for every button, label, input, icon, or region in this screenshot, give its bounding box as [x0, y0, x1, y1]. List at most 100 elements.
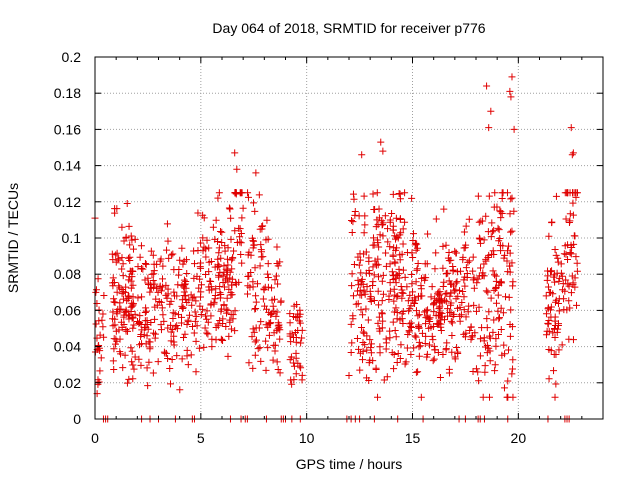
data-point	[547, 303, 555, 311]
data-point	[430, 355, 438, 363]
data-point	[424, 230, 432, 238]
data-point	[174, 281, 182, 289]
data-point	[492, 285, 500, 293]
data-point	[414, 312, 422, 320]
data-point	[386, 260, 394, 268]
data-point	[396, 256, 404, 264]
data-point	[510, 207, 518, 215]
data-point	[378, 217, 386, 225]
data-point	[548, 267, 556, 275]
data-point	[257, 357, 265, 365]
data-point	[251, 264, 259, 272]
data-point	[148, 270, 156, 278]
data-point	[508, 194, 516, 202]
data-point	[94, 380, 102, 388]
data-point	[257, 318, 265, 326]
data-point	[226, 205, 234, 213]
data-point	[493, 203, 501, 211]
data-point	[367, 340, 375, 348]
data-point	[445, 277, 453, 285]
data-point	[249, 237, 257, 245]
data-point	[372, 261, 380, 269]
data-point	[367, 298, 375, 306]
data-point	[382, 345, 390, 353]
data-point	[137, 332, 145, 340]
data-point	[444, 305, 452, 313]
data-point	[397, 229, 405, 237]
data-point	[546, 268, 554, 276]
data-point	[434, 290, 442, 298]
data-point	[363, 283, 371, 291]
data-point	[430, 308, 438, 316]
data-point	[375, 273, 383, 281]
data-point	[157, 287, 165, 295]
data-point	[298, 376, 306, 384]
data-point	[167, 297, 175, 305]
data-point	[569, 211, 577, 219]
data-point	[203, 315, 211, 323]
data-point	[390, 244, 398, 252]
data-point	[552, 251, 560, 259]
data-point	[489, 328, 497, 336]
data-point	[462, 313, 470, 321]
data-point	[293, 313, 301, 321]
data-point	[127, 267, 135, 275]
data-point	[144, 279, 152, 287]
data-point	[182, 292, 190, 300]
data-point	[408, 249, 416, 257]
data-point	[251, 207, 259, 215]
data-point	[474, 275, 482, 283]
data-point	[95, 317, 103, 325]
data-point	[408, 271, 416, 279]
data-point	[378, 309, 386, 317]
data-point	[389, 190, 397, 198]
data-point	[414, 368, 422, 376]
data-point	[421, 260, 429, 268]
data-point	[144, 382, 152, 390]
data-point	[490, 316, 498, 324]
data-point	[505, 242, 513, 250]
data-point	[374, 393, 382, 401]
data-point	[252, 304, 260, 312]
data-point	[170, 341, 178, 349]
data-point	[145, 338, 153, 346]
data-point	[258, 222, 266, 230]
data-point	[456, 303, 464, 311]
data-point	[566, 210, 574, 218]
data-point	[222, 322, 230, 330]
data-point	[199, 211, 207, 219]
x-tick-label: 5	[197, 430, 205, 446]
x-tick-label: 10	[299, 430, 315, 446]
data-point	[388, 210, 396, 218]
data-point	[207, 257, 215, 265]
data-point	[499, 309, 507, 317]
data-point	[376, 343, 384, 351]
data-point	[179, 260, 187, 268]
y-tick-label: 0.1	[62, 230, 82, 246]
data-point	[399, 225, 407, 233]
data-point	[572, 189, 580, 197]
data-point	[151, 330, 159, 338]
data-point	[180, 276, 188, 284]
data-point	[149, 369, 157, 377]
data-point	[286, 319, 294, 327]
data-point	[468, 332, 476, 340]
data-point	[297, 364, 305, 372]
data-point	[214, 320, 222, 328]
data-point	[220, 301, 228, 309]
data-point	[115, 282, 123, 290]
data-point	[374, 239, 382, 247]
data-point	[270, 341, 278, 349]
data-point	[125, 375, 133, 383]
data-point	[195, 284, 203, 292]
data-point	[376, 349, 384, 357]
data-point	[483, 324, 491, 332]
data-point	[120, 313, 128, 321]
data-point	[374, 319, 382, 327]
data-point	[170, 332, 178, 340]
data-point	[384, 225, 392, 233]
data-point	[435, 291, 443, 299]
data-point	[401, 273, 409, 281]
data-point	[350, 195, 358, 203]
data-point	[126, 241, 134, 249]
